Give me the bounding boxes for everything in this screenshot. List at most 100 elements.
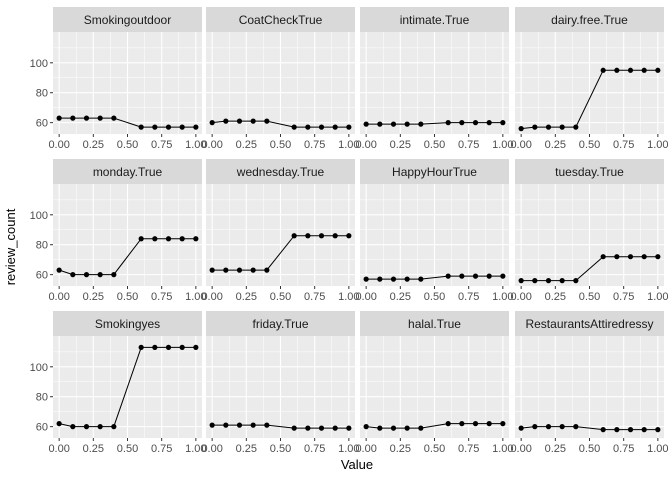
x-tick-label: 1.00: [185, 443, 206, 455]
data-point: [573, 124, 579, 130]
data-point: [486, 273, 492, 279]
series-line: [366, 423, 503, 429]
data-point: [559, 124, 565, 130]
facet-title: RestaurantsAttiredressy: [525, 317, 653, 331]
x-tick-label: 0.50: [270, 443, 291, 455]
x-tick-label: 1.00: [492, 139, 513, 151]
data-point: [236, 118, 243, 124]
data-point: [486, 120, 492, 126]
data-point: [346, 124, 352, 130]
series-line: [59, 117, 196, 128]
x-tick-label: 0.25: [83, 291, 104, 303]
x-tick-label: 1.00: [647, 139, 668, 151]
y-tick-label: 60: [36, 422, 48, 434]
x-tick-label: 0.50: [424, 139, 445, 151]
data-point: [627, 67, 634, 73]
x-tick-label: 0.50: [424, 443, 445, 455]
data-point: [390, 425, 397, 431]
data-point: [165, 124, 172, 130]
x-tick-label: 0.25: [545, 443, 566, 455]
data-point: [459, 421, 465, 427]
x-tick-label: 0.75: [304, 443, 325, 455]
panels-layer: Smokingoutdoor 0.00 0.25 0.50 0.75 1.00 60 80 10…: [30, 7, 669, 455]
data-point: [418, 276, 424, 282]
data-point: [152, 236, 158, 242]
data-point: [332, 425, 338, 431]
y-tick-label: 80: [36, 88, 48, 100]
data-point: [532, 124, 538, 130]
x-tick-label: 0.25: [545, 139, 566, 151]
facet-panel: friday.True 0.00 0.25 0.50 0.75 1.00: [201, 311, 360, 455]
facet-strip: [53, 7, 202, 32]
x-tick-label: 0.50: [424, 291, 445, 303]
data-point: [500, 273, 506, 279]
data-point: [70, 424, 76, 430]
data-point: [655, 67, 661, 73]
data-point: [56, 267, 62, 273]
data-point: [165, 236, 172, 242]
series-line: [521, 69, 658, 130]
x-tick-label: 1.00: [338, 443, 359, 455]
data-point: [83, 424, 90, 430]
data-point: [486, 421, 492, 427]
data-point: [209, 120, 215, 126]
x-tick-label: 0.25: [545, 291, 566, 303]
data-point: [291, 124, 297, 130]
data-point: [97, 272, 103, 278]
data-point: [390, 276, 397, 282]
data-point: [500, 421, 506, 427]
data-point: [500, 120, 506, 126]
facet-panel: halal.True 0.00 0.25 0.50 0.75 1.00: [355, 311, 514, 455]
y-axis-title: review_count: [3, 208, 18, 285]
data-point: [614, 427, 620, 433]
data-point: [223, 267, 229, 273]
x-tick-label: 0.25: [390, 291, 411, 303]
facet-title: monday.True: [93, 165, 163, 179]
data-point: [111, 115, 117, 121]
data-point: [532, 424, 538, 430]
facet-strip: [206, 7, 355, 32]
data-point: [445, 120, 451, 126]
x-tick-label: 0.25: [83, 139, 104, 151]
data-point: [305, 233, 311, 239]
data-point: [600, 67, 606, 73]
data-point: [573, 424, 579, 430]
x-tick-label: 0.25: [390, 443, 411, 455]
data-point: [332, 233, 338, 239]
data-point: [346, 425, 352, 431]
data-point: [404, 276, 410, 282]
x-tick-label: 0.25: [83, 443, 104, 455]
facet-title: Smokingoutdoor: [84, 13, 171, 27]
x-tick-label: 0.00: [201, 443, 222, 455]
data-point: [545, 278, 552, 284]
facet-title: HappyHourTrue: [392, 165, 477, 179]
x-tick-label: 1.00: [647, 291, 668, 303]
x-tick-label: 1.00: [492, 291, 513, 303]
data-point: [404, 121, 410, 127]
x-tick-label: 0.75: [304, 139, 325, 151]
data-point: [223, 422, 229, 428]
data-point: [377, 276, 383, 282]
facet-title: dairy.free.True: [551, 13, 628, 27]
data-point: [111, 272, 117, 278]
data-point: [518, 425, 524, 431]
x-tick-label: 0.25: [390, 139, 411, 151]
data-point: [346, 233, 352, 239]
data-point: [250, 267, 256, 273]
series-line: [521, 426, 658, 431]
x-tick-label: 1.00: [492, 443, 513, 455]
x-tick-label: 0.75: [458, 139, 479, 151]
data-point: [627, 254, 634, 260]
data-point: [179, 236, 185, 242]
x-tick-label: 0.75: [613, 291, 634, 303]
x-tick-label: 0.25: [236, 443, 257, 455]
data-point: [70, 272, 76, 278]
data-point: [56, 115, 62, 121]
data-point: [614, 67, 620, 73]
facet-title: CoatCheckTrue: [239, 13, 323, 27]
data-point: [193, 124, 199, 130]
data-point: [614, 254, 620, 260]
facet-panel: tuesday.True 0.00 0.25 0.50 0.75 1.00: [510, 159, 669, 303]
data-point: [97, 424, 103, 430]
